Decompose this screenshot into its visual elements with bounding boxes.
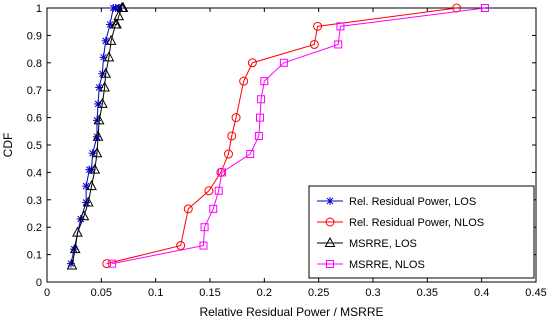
data-point xyxy=(117,1,129,12)
data-point xyxy=(204,186,214,196)
x-tick-label: 0.1 xyxy=(148,287,163,299)
data-point xyxy=(91,147,103,158)
y-tick-label: 0.1 xyxy=(27,250,42,262)
data-point xyxy=(108,259,117,268)
data-point xyxy=(102,259,112,269)
x-tick-label: 0 xyxy=(44,287,50,299)
data-point xyxy=(260,77,269,86)
data-point xyxy=(239,76,249,86)
axis-ticks: 0 0.05 0.1 0.15 0.2 0.25 0.3 0.35 0.4 0.45 0 0.1 0.2… xyxy=(27,3,547,299)
y-axis-label: CDF xyxy=(1,133,15,158)
data-point xyxy=(255,113,264,122)
y-tick-label: 0.2 xyxy=(27,222,42,234)
data-point xyxy=(69,243,81,254)
y-tick-label: 0.3 xyxy=(27,195,42,207)
data-point xyxy=(257,95,266,104)
x-tick-label: 0.45 xyxy=(525,287,546,299)
data-point xyxy=(336,22,345,31)
data-point xyxy=(100,67,112,78)
x-axis-label: Relative Residual Power / MSRRE xyxy=(199,305,383,319)
x-tick-label: 0.2 xyxy=(257,287,272,299)
data-point xyxy=(66,259,78,270)
legend-label: MSRRE, LOS xyxy=(349,238,417,250)
data-point xyxy=(89,163,101,174)
data-point xyxy=(200,223,209,232)
legend-item: Rel. Residual Power, NLOS xyxy=(317,217,484,229)
legend-item: MSRRE, NLOS xyxy=(317,259,425,271)
series-layer xyxy=(66,1,489,270)
series-line xyxy=(71,7,124,266)
series-3 xyxy=(66,1,129,270)
data-point xyxy=(246,150,255,159)
data-point xyxy=(113,10,125,21)
legend-item: MSRRE, LOS xyxy=(317,236,417,250)
data-point xyxy=(103,51,115,62)
legend-item: Rel. Residual Power, LOS xyxy=(317,196,476,208)
series-4 xyxy=(108,4,489,268)
x-tick-label: 0.05 xyxy=(91,287,112,299)
y-tick-label: 0.5 xyxy=(27,140,42,152)
data-point xyxy=(176,241,186,251)
data-point xyxy=(105,34,117,45)
data-point xyxy=(334,40,343,49)
data-point xyxy=(97,97,108,108)
data-point xyxy=(86,180,97,191)
legend-items: Rel. Residual Power, LOS Rel. Residual Po… xyxy=(317,196,484,271)
x-tick-label: 0.4 xyxy=(474,287,489,299)
data-point xyxy=(480,4,489,12)
data-point xyxy=(92,130,104,141)
data-point xyxy=(254,131,263,140)
legend: Rel. Residual Power, LOS Rel. Residual Po… xyxy=(308,185,535,279)
data-point xyxy=(309,39,319,49)
data-point xyxy=(223,149,233,159)
data-point xyxy=(313,21,323,31)
legend-label: Rel. Residual Power, LOS xyxy=(349,196,476,208)
legend-label: MSRRE, NLOS xyxy=(349,259,425,271)
legend-marker xyxy=(324,236,336,247)
x-tick-label: 0.25 xyxy=(308,287,329,299)
y-tick-label: 0.6 xyxy=(27,113,42,125)
y-tick-label: 0.9 xyxy=(27,30,42,42)
data-point xyxy=(199,241,208,250)
data-point xyxy=(82,196,94,207)
y-tick-label: 0.7 xyxy=(27,85,42,97)
data-point xyxy=(217,168,226,177)
data-point xyxy=(227,131,237,141)
x-tick-label: 0.35 xyxy=(417,287,438,299)
data-point xyxy=(111,18,122,29)
data-point xyxy=(231,113,241,123)
y-tick-label: 0 xyxy=(36,277,42,289)
legend-marker xyxy=(325,217,335,227)
data-point xyxy=(72,226,83,237)
data-point xyxy=(209,204,218,213)
y-tick-label: 0.8 xyxy=(27,58,42,70)
y-tick-label: 0.4 xyxy=(27,167,42,179)
data-point xyxy=(99,81,110,92)
x-tick-label: 0.15 xyxy=(199,287,220,299)
data-point xyxy=(279,58,288,67)
data-point xyxy=(214,186,223,195)
y-tick-label: 1 xyxy=(36,3,42,15)
legend-box xyxy=(308,185,535,279)
series-2 xyxy=(102,3,462,269)
data-point xyxy=(183,204,193,214)
data-point xyxy=(247,58,257,68)
legend-label: Rel. Residual Power, NLOS xyxy=(349,217,484,229)
series-line xyxy=(112,7,485,265)
legend-marker xyxy=(326,197,334,205)
data-point xyxy=(78,210,90,221)
series-line xyxy=(106,7,457,265)
data-point xyxy=(93,114,105,125)
data-point xyxy=(88,149,97,158)
data-point xyxy=(76,214,85,223)
x-tick-label: 0.3 xyxy=(365,287,380,299)
legend-marker xyxy=(326,260,334,268)
